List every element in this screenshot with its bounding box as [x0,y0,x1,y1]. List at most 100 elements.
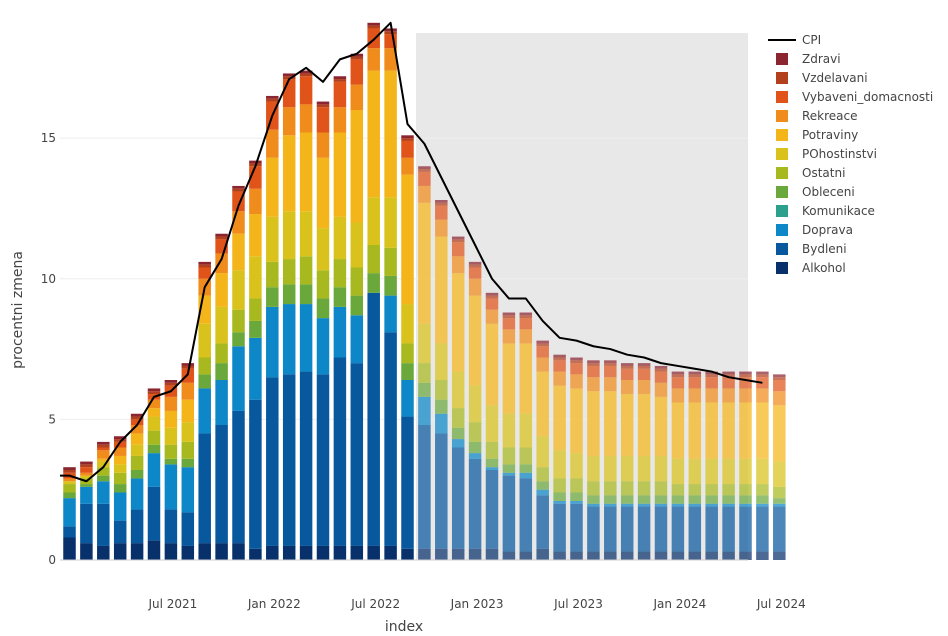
bar-segment-rekreace [688,388,702,403]
bar-segment-obleceni [164,458,178,465]
bar-segment-zdravi [97,441,110,445]
bar-segment-ostatni [63,484,76,493]
bar-segment-vybaveni_domacnosti [739,377,752,389]
bar-segment-vzdelavani [587,363,600,366]
bar-segment-alkohol [739,551,752,560]
bar-segment-obleceni [620,495,634,504]
bar-segment-rekreace [519,329,533,344]
bar-segment-pohostinstvi [401,304,414,344]
bar-segment-ostatni [654,481,668,496]
bar-segment-ostatni [266,261,279,288]
bar-segment-bydleni [130,509,144,544]
bar-segment-rekreace [604,377,617,392]
bar-segment-bydleni [671,506,685,552]
bar-segment-ostatni [198,357,211,375]
bar-segment-alkohol [80,543,93,560]
bar-segment-obleceni [553,492,566,501]
bar-segment-potraviny [401,174,414,305]
bar-segment-bydleni [536,495,549,549]
bar-segment-pohostinstvi [130,444,144,456]
bar-segment-ostatni [451,408,465,428]
legend-swatch-ostatni [776,167,788,179]
x-tick-label: Jul 2021 [147,597,197,611]
bar-segment-alkohol [570,551,583,560]
bar-segment-obleceni [587,495,600,504]
bar-segment-alkohol [181,545,195,560]
bar-segment-potraviny [232,233,245,271]
bar-segment-obleceni [299,284,313,305]
bar-segment-obleceni [367,273,380,293]
bar-segment-bydleni [80,503,93,544]
bar-segment-pohostinstvi [688,458,702,485]
bar-segment-doprava [299,304,313,372]
bar-segment-pohostinstvi [316,228,330,271]
y-axis-title: procentni zmena [10,251,26,369]
bar-segment-bydleni [773,506,786,552]
bar-segment-rekreace [113,447,127,456]
bar-segment-doprava [130,478,144,510]
bar-segment-doprava [401,380,414,417]
legend-swatch-komunikace [776,205,788,217]
bar-segment-rekreace [637,380,651,395]
bar-segment-doprava [553,500,566,504]
bar-segment-pohostinstvi [164,427,178,445]
bar-segment-vzdelavani [384,31,397,35]
bar-segment-rekreace [587,377,600,392]
bar-segment-vybaveni_domacnosti [350,59,364,85]
bar-segment-bydleni [587,506,600,552]
bar-segment-alkohol [435,548,448,560]
bar-segment-rekreace [705,388,718,403]
bar-segment-vzdelavani [620,365,634,369]
bar-segment-alkohol [113,543,127,560]
bar-segment-zdravi [435,200,448,203]
bar-segment-pohostinstvi [350,222,364,268]
bar-segment-doprava [637,503,651,507]
bar-segment-ostatni [756,484,769,496]
legend-label-doprava: Doprava [802,223,853,237]
bar-segment-alkohol [198,543,211,560]
bar-segment-bydleni [401,416,414,549]
bar-segment-obleceni [485,458,499,468]
bar-segment-alkohol [384,545,397,560]
bar-segment-alkohol [130,543,144,560]
bar-segment-vybaveni_domacnosti [113,441,127,448]
bar-segment-obleceni [519,464,533,473]
bar-segment-potraviny [435,236,448,344]
bar-segment-doprava [620,503,634,507]
bar-segment-vzdelavani [553,357,566,361]
legend-label-zdravi: Zdravi [802,52,841,66]
bar-segment-potraviny [316,157,330,229]
bar-segment-zdravi [130,413,144,417]
bar-segment-rekreace [282,107,296,136]
bar-segment-alkohol [418,548,431,560]
bar-segment-vzdelavani [198,264,211,268]
bar-segment-zdravi [249,160,262,164]
bar-segment-bydleni [367,292,380,546]
bar-segment-doprava [435,413,448,434]
bar-segment-vzdelavani [468,264,482,268]
bar-segment-bydleni [384,332,397,546]
bar-segment-ostatni [435,380,448,400]
bar-segment-obleceni [215,363,228,380]
bar-segment-obleceni [739,495,752,504]
bar-segment-potraviny [688,402,702,459]
bar-segment-doprava [536,489,549,496]
bar-segment-alkohol [620,551,634,560]
bar-segment-zdravi [468,261,482,265]
bar-segment-bydleni [232,410,245,544]
bar-segment-doprava [97,481,110,504]
bar-segment-vzdelavani [688,374,702,378]
bar-segment-vybaveni_domacnosti [468,267,482,279]
bar-segment-bydleni [97,503,110,546]
bar-segment-bydleni [316,374,330,546]
bar-segment-rekreace [451,256,465,274]
bar-segment-vybaveni_domacnosti [316,107,330,133]
bar-segment-ostatni [215,343,228,364]
bar-segment-alkohol [401,548,414,560]
bar-segment-obleceni [705,495,718,504]
bar-segment-rekreace [401,157,414,175]
bar-segment-zdravi [198,261,211,265]
bar-segment-ostatni [147,430,161,445]
bar-segment-rekreace [80,472,93,476]
bar-segment-rekreace [722,388,735,403]
